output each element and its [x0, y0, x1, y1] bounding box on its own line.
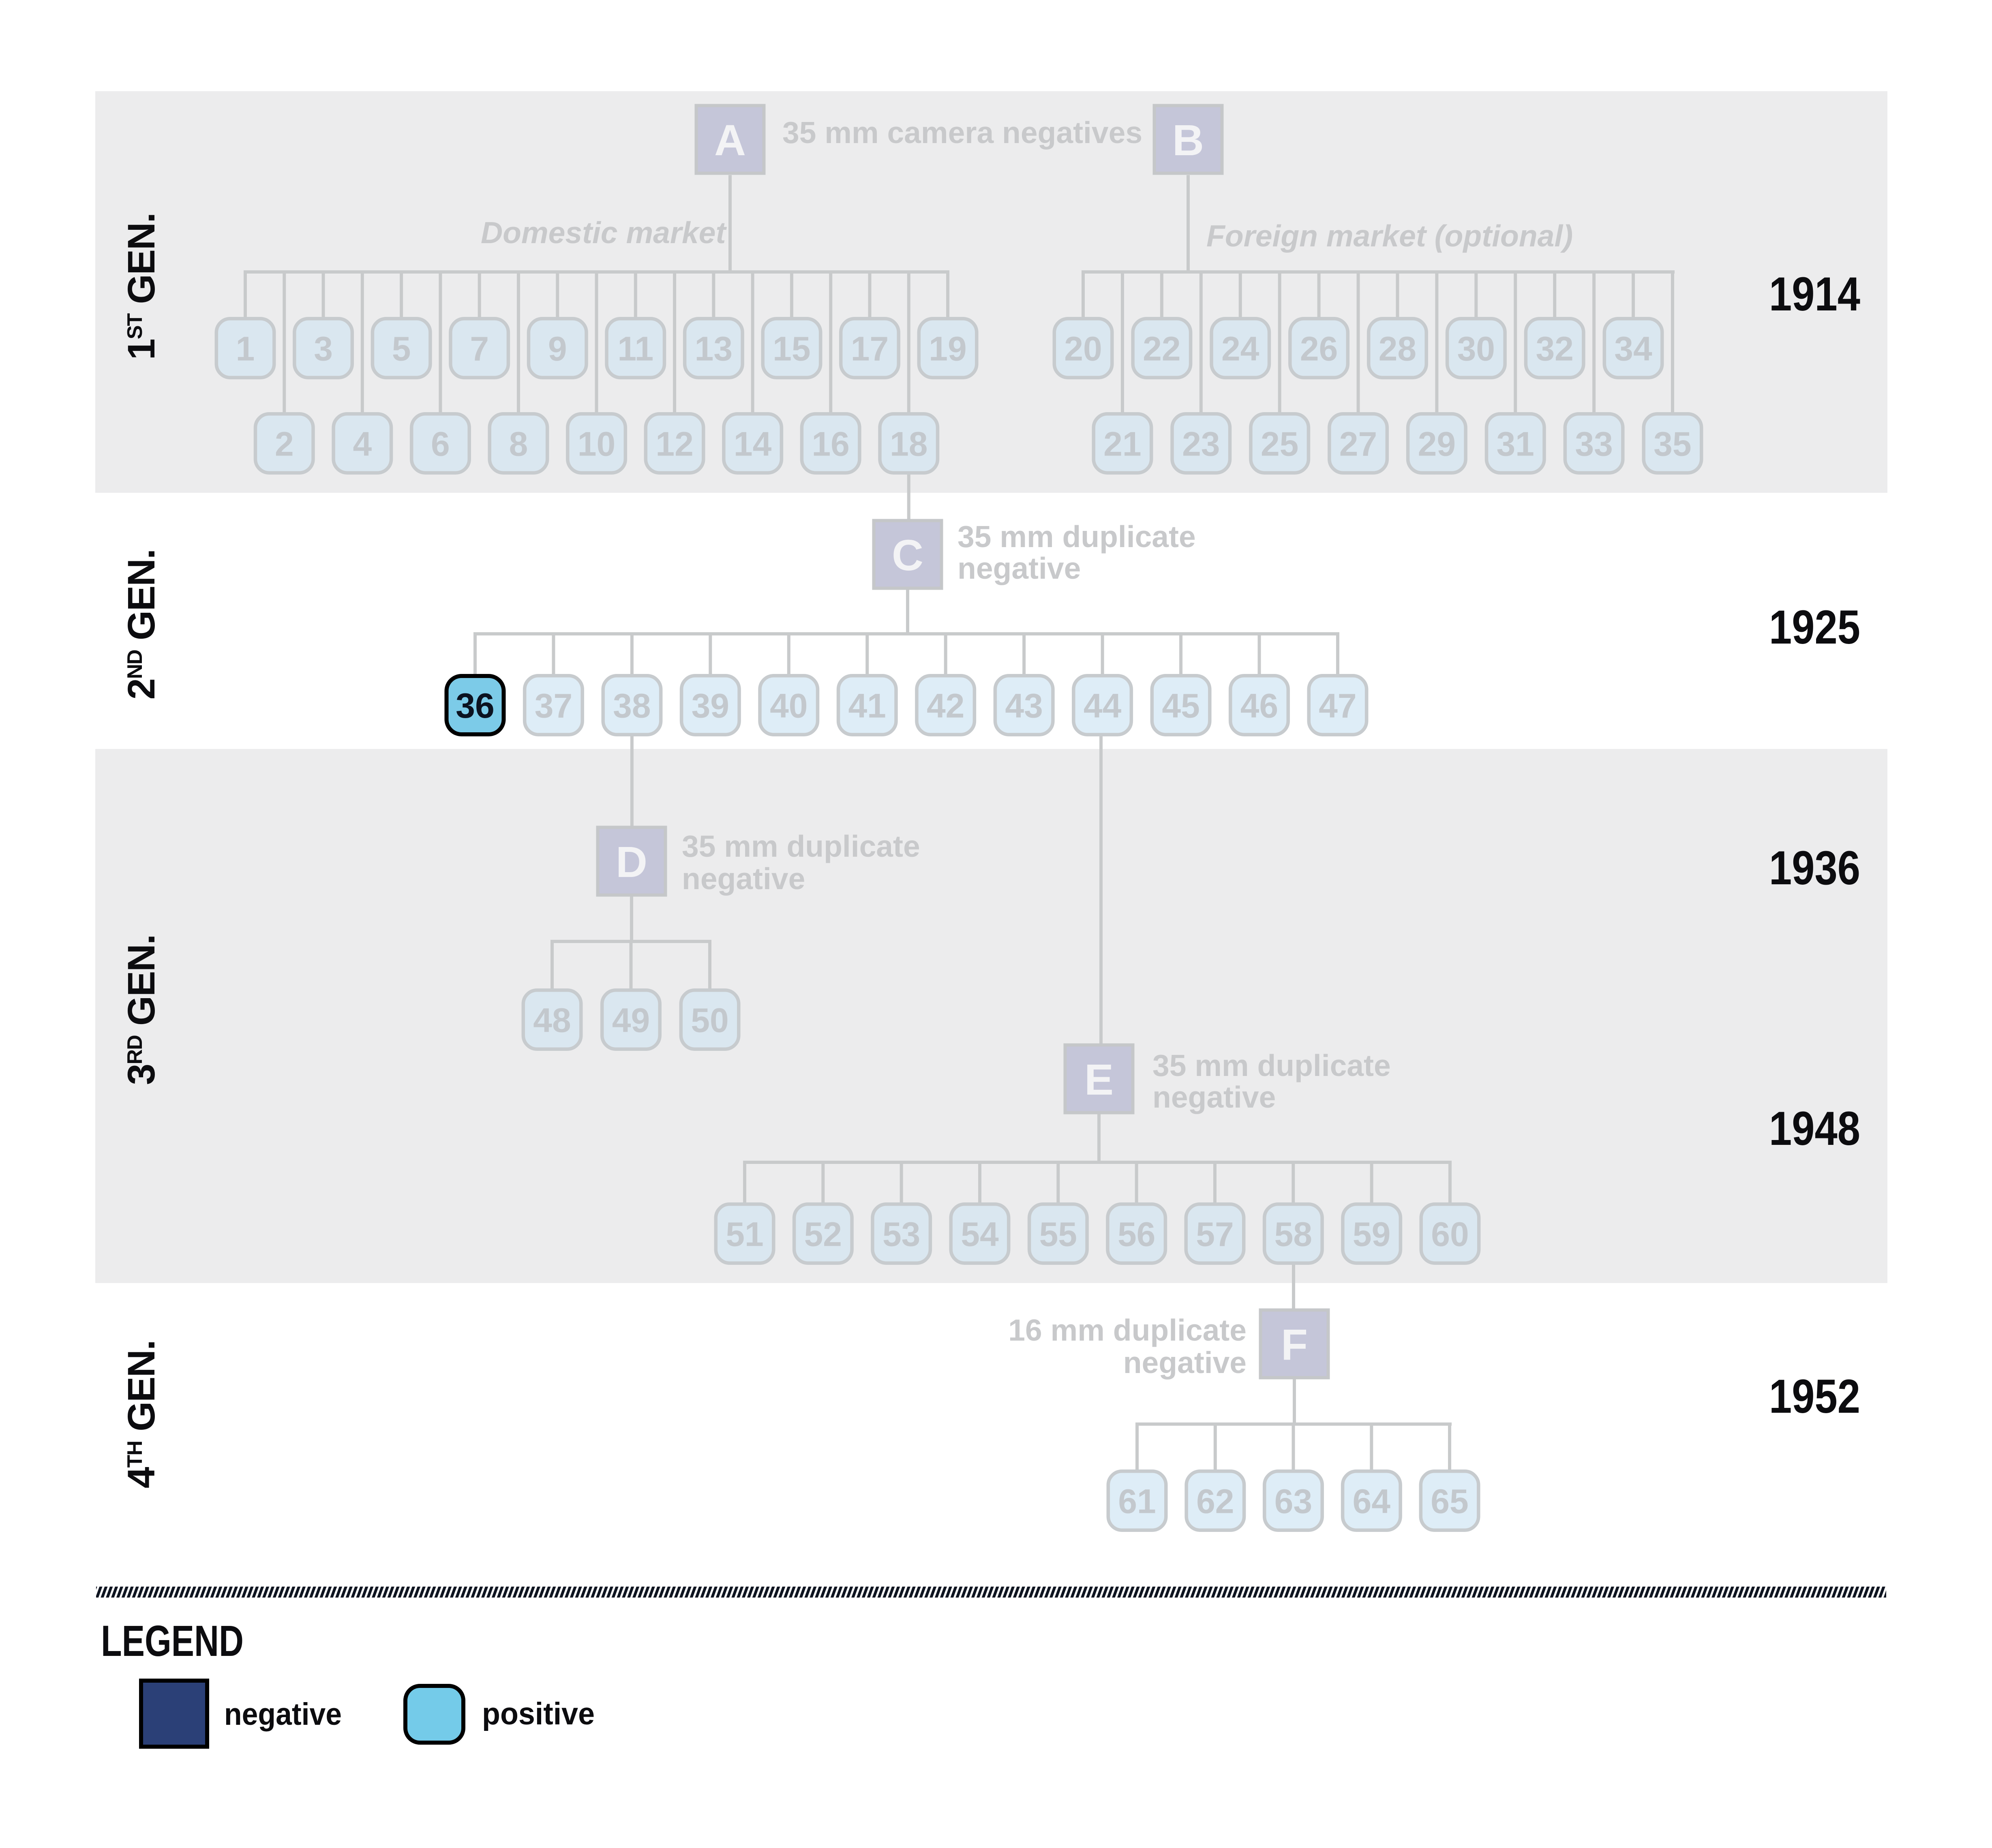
svg-text:1948: 1948: [1769, 1102, 1860, 1155]
svg-text:26: 26: [1300, 330, 1338, 368]
svg-text:LEGEND: LEGEND: [101, 1616, 244, 1665]
svg-text:28: 28: [1379, 330, 1416, 368]
svg-text:42: 42: [927, 687, 964, 725]
svg-text:C: C: [892, 530, 923, 580]
svg-text:3RD GEN.: 3RD GEN.: [120, 935, 163, 1085]
svg-text:23: 23: [1182, 425, 1220, 463]
svg-text:19: 19: [929, 330, 966, 368]
svg-text:62: 62: [1196, 1482, 1234, 1521]
svg-text:37: 37: [535, 687, 572, 725]
svg-text:57: 57: [1196, 1215, 1234, 1253]
svg-text:63: 63: [1274, 1482, 1312, 1521]
svg-text:22: 22: [1143, 330, 1180, 368]
svg-text:38: 38: [613, 687, 651, 725]
svg-text:1925: 1925: [1769, 601, 1860, 654]
svg-text:31: 31: [1496, 425, 1534, 463]
svg-text:18: 18: [890, 425, 927, 463]
svg-text:47: 47: [1319, 687, 1356, 725]
svg-text:1936: 1936: [1769, 841, 1860, 895]
svg-text:48: 48: [533, 1001, 571, 1040]
svg-text:44: 44: [1084, 687, 1122, 725]
svg-text:16: 16: [812, 425, 849, 463]
svg-text:17: 17: [851, 330, 889, 368]
svg-text:A: A: [714, 116, 746, 165]
svg-text:F: F: [1281, 1320, 1308, 1369]
svg-text:4: 4: [353, 425, 372, 463]
svg-text:32: 32: [1536, 330, 1573, 368]
svg-text:55: 55: [1039, 1215, 1077, 1253]
svg-text:B: B: [1172, 116, 1204, 165]
svg-text:13: 13: [695, 330, 733, 368]
svg-text:58: 58: [1274, 1215, 1312, 1253]
svg-text:46: 46: [1240, 687, 1278, 725]
svg-text:9: 9: [548, 330, 567, 368]
svg-text:56: 56: [1118, 1215, 1155, 1253]
svg-text:41: 41: [848, 687, 886, 725]
svg-text:7: 7: [470, 330, 489, 368]
svg-text:8: 8: [509, 425, 528, 463]
svg-text:10: 10: [578, 425, 615, 463]
svg-text:24: 24: [1221, 330, 1259, 368]
svg-text:35 mm camera negatives: 35 mm camera negatives: [782, 116, 1142, 150]
svg-text:negative: negative: [957, 551, 1081, 585]
svg-text:54: 54: [961, 1215, 999, 1253]
svg-text:negative: negative: [1152, 1080, 1276, 1114]
svg-text:1952: 1952: [1769, 1370, 1860, 1423]
svg-text:50: 50: [691, 1001, 728, 1040]
svg-text:5: 5: [392, 330, 411, 368]
svg-text:21: 21: [1103, 425, 1141, 463]
svg-text:33: 33: [1575, 425, 1613, 463]
svg-text:35 mm duplicate: 35 mm duplicate: [957, 520, 1196, 554]
svg-text:15: 15: [773, 330, 810, 368]
svg-text:45: 45: [1162, 687, 1199, 725]
svg-text:positive: positive: [482, 1696, 595, 1731]
svg-text:43: 43: [1005, 687, 1043, 725]
svg-text:39: 39: [692, 687, 729, 725]
svg-text:negative: negative: [682, 862, 805, 896]
svg-text:6: 6: [431, 425, 450, 463]
svg-text:negative: negative: [224, 1697, 342, 1732]
svg-text:35 mm duplicate: 35 mm duplicate: [682, 829, 920, 863]
svg-text:29: 29: [1418, 425, 1456, 463]
svg-text:2ND GEN.: 2ND GEN.: [120, 550, 163, 700]
svg-text:25: 25: [1261, 425, 1298, 463]
svg-text:11: 11: [617, 330, 653, 368]
svg-text:Foreign market (optional): Foreign market (optional): [1206, 219, 1573, 253]
svg-text:Domestic market: Domestic market: [481, 216, 727, 250]
svg-text:16 mm duplicate: 16 mm duplicate: [1008, 1313, 1247, 1347]
svg-text:12: 12: [655, 425, 693, 463]
svg-text:3: 3: [314, 330, 333, 368]
svg-text:27: 27: [1339, 425, 1377, 463]
svg-text:negative: negative: [1123, 1345, 1247, 1380]
svg-text:49: 49: [612, 1001, 650, 1040]
svg-text:52: 52: [804, 1215, 842, 1253]
svg-text:4TH GEN.: 4TH GEN.: [120, 1341, 163, 1489]
svg-text:34: 34: [1614, 330, 1652, 368]
svg-text:1ST GEN.: 1ST GEN.: [120, 213, 163, 360]
svg-text:59: 59: [1353, 1215, 1390, 1253]
svg-text:36: 36: [456, 687, 495, 725]
svg-text:40: 40: [770, 687, 808, 725]
svg-text:20: 20: [1064, 330, 1102, 368]
svg-text:1914: 1914: [1769, 267, 1860, 321]
svg-text:35: 35: [1654, 425, 1691, 463]
svg-text:53: 53: [882, 1215, 920, 1253]
svg-text:65: 65: [1431, 1482, 1468, 1521]
svg-text:E: E: [1084, 1055, 1114, 1104]
svg-text:D: D: [616, 837, 647, 886]
svg-text:64: 64: [1353, 1482, 1391, 1521]
svg-text:35 mm duplicate: 35 mm duplicate: [1152, 1048, 1391, 1082]
svg-text:61: 61: [1118, 1482, 1156, 1521]
svg-text:14: 14: [734, 425, 772, 463]
svg-text:51: 51: [726, 1215, 763, 1253]
svg-text:60: 60: [1431, 1215, 1469, 1253]
svg-text:30: 30: [1457, 330, 1495, 368]
svg-text:2: 2: [275, 425, 294, 463]
svg-text:1: 1: [236, 330, 255, 368]
